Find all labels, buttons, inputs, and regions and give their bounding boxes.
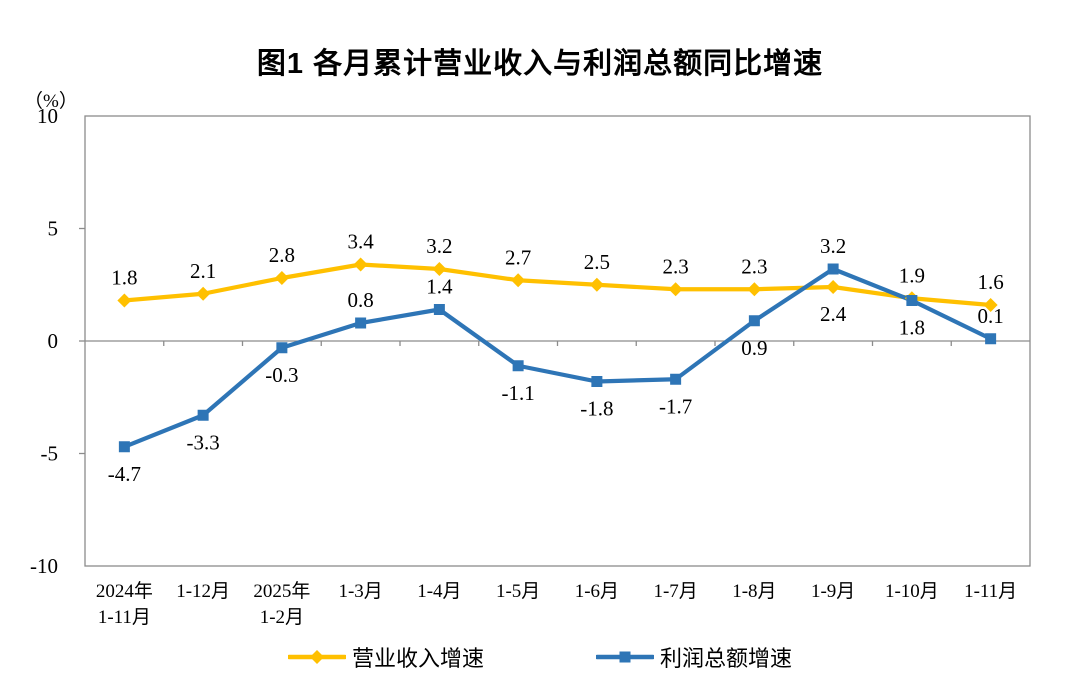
- x-tick-label: 1-4月: [417, 581, 461, 602]
- series-0-marker: [196, 286, 211, 301]
- data-label: 2.5: [584, 250, 610, 274]
- y-tick-label: 0: [48, 329, 59, 353]
- legend-marker-icon: [619, 651, 631, 663]
- data-label: 1.8: [111, 266, 137, 290]
- x-tick-label: 1-5月: [496, 581, 540, 602]
- data-label: 1.9: [899, 263, 925, 287]
- series-1-line: [122, 266, 993, 449]
- series-0-marker: [668, 282, 683, 297]
- data-label: 2.7: [505, 245, 531, 269]
- data-label: 1.8: [899, 316, 925, 340]
- series-0-marker: [983, 298, 998, 312]
- x-tick-label: 1-11月: [98, 607, 151, 628]
- data-label: 3.4: [348, 230, 375, 254]
- series-1-marker: [670, 373, 682, 385]
- series-1-marker: [512, 360, 524, 372]
- x-tick-label: 2025年: [253, 580, 310, 602]
- y-tick-label: 5: [48, 217, 59, 241]
- series-1-marker: [433, 304, 445, 315]
- legend-marker-icon: [309, 650, 324, 664]
- y-tick-label: -5: [41, 442, 59, 466]
- data-label: 0.8: [348, 288, 374, 312]
- x-tick-label: 1-3月: [338, 581, 382, 602]
- series-0-marker: [274, 271, 289, 285]
- x-tick-label: 1-12月: [176, 581, 230, 602]
- line-chart-canvas: 10 5 0 -5 -10 2024年 1-11月 1-12月 2025年 1-2月 1-3月 1-4…: [30, 104, 1031, 628]
- series-1-marker: [985, 333, 997, 345]
- y-axis-unit-label: （%）: [24, 91, 78, 112]
- series-0-marker: [511, 273, 526, 288]
- series-0-line: [122, 262, 993, 308]
- series-0-marker: [353, 257, 368, 272]
- x-tick-label: 1-8月: [732, 581, 776, 602]
- series-0-marker: [117, 293, 132, 308]
- data-label: 3.2: [820, 234, 846, 258]
- series-0-marker: [826, 280, 841, 294]
- data-label: 2.4: [820, 302, 847, 326]
- series-1-marker: [591, 376, 603, 387]
- data-label: -0.3: [265, 363, 298, 387]
- legend-label-profit-growth: 利润总额增速: [660, 646, 793, 671]
- data-label: 2.1: [190, 259, 216, 283]
- data-label: -1.1: [502, 381, 535, 405]
- data-label: -1.7: [659, 394, 692, 418]
- series-1-marker: [906, 295, 918, 306]
- series-1-marker: [355, 317, 367, 329]
- legend-item-profit-growth: 利润总额增速: [596, 641, 792, 673]
- revenue-series-line-icon: [287, 650, 346, 664]
- x-tick-label: 1-10月: [885, 581, 939, 602]
- chart-legend: 营业收入增速 利润总额增速: [0, 641, 1080, 673]
- legend-item-revenue-growth: 营业收入增速: [287, 641, 484, 673]
- data-label: 2.3: [741, 254, 767, 278]
- data-label: 3.2: [426, 234, 452, 258]
- data-label: 0.9: [741, 336, 767, 360]
- data-label: -1.8: [580, 397, 613, 421]
- x-tick-label: 1-7月: [653, 581, 697, 602]
- data-label: 2.8: [269, 243, 295, 267]
- x-tick-label: 1-9月: [811, 581, 855, 602]
- data-label: 1.4: [426, 275, 453, 299]
- x-tick-label: 1-2月: [260, 607, 304, 628]
- data-label: -4.7: [108, 462, 141, 486]
- data-label: 2.3: [663, 254, 689, 278]
- series-1-marker: [197, 409, 209, 421]
- legend-label-revenue-growth: 营业收入增速: [351, 646, 484, 671]
- series-1-marker: [748, 315, 760, 327]
- chart-title: 图1 各月累计营业收入与利润总额同比增速: [256, 48, 824, 80]
- series-1-marker: [827, 263, 839, 275]
- series-0-marker: [589, 277, 604, 292]
- data-label: -3.3: [187, 430, 220, 454]
- series-1-marker: [118, 441, 130, 453]
- y-tick-label: 10: [37, 104, 58, 128]
- series-1-marker: [276, 342, 288, 354]
- profit-series-line-icon: [596, 651, 654, 663]
- data-label: 1.6: [978, 270, 1004, 294]
- x-tick-label: 1-6月: [575, 581, 619, 602]
- x-tick-label: 1-11月: [964, 581, 1017, 602]
- y-tick-label: -10: [30, 554, 58, 578]
- x-tick-label: 2024年: [96, 580, 153, 602]
- series-0-marker: [747, 282, 762, 297]
- data-label: 0.1: [978, 304, 1004, 328]
- series-0-marker: [432, 262, 447, 276]
